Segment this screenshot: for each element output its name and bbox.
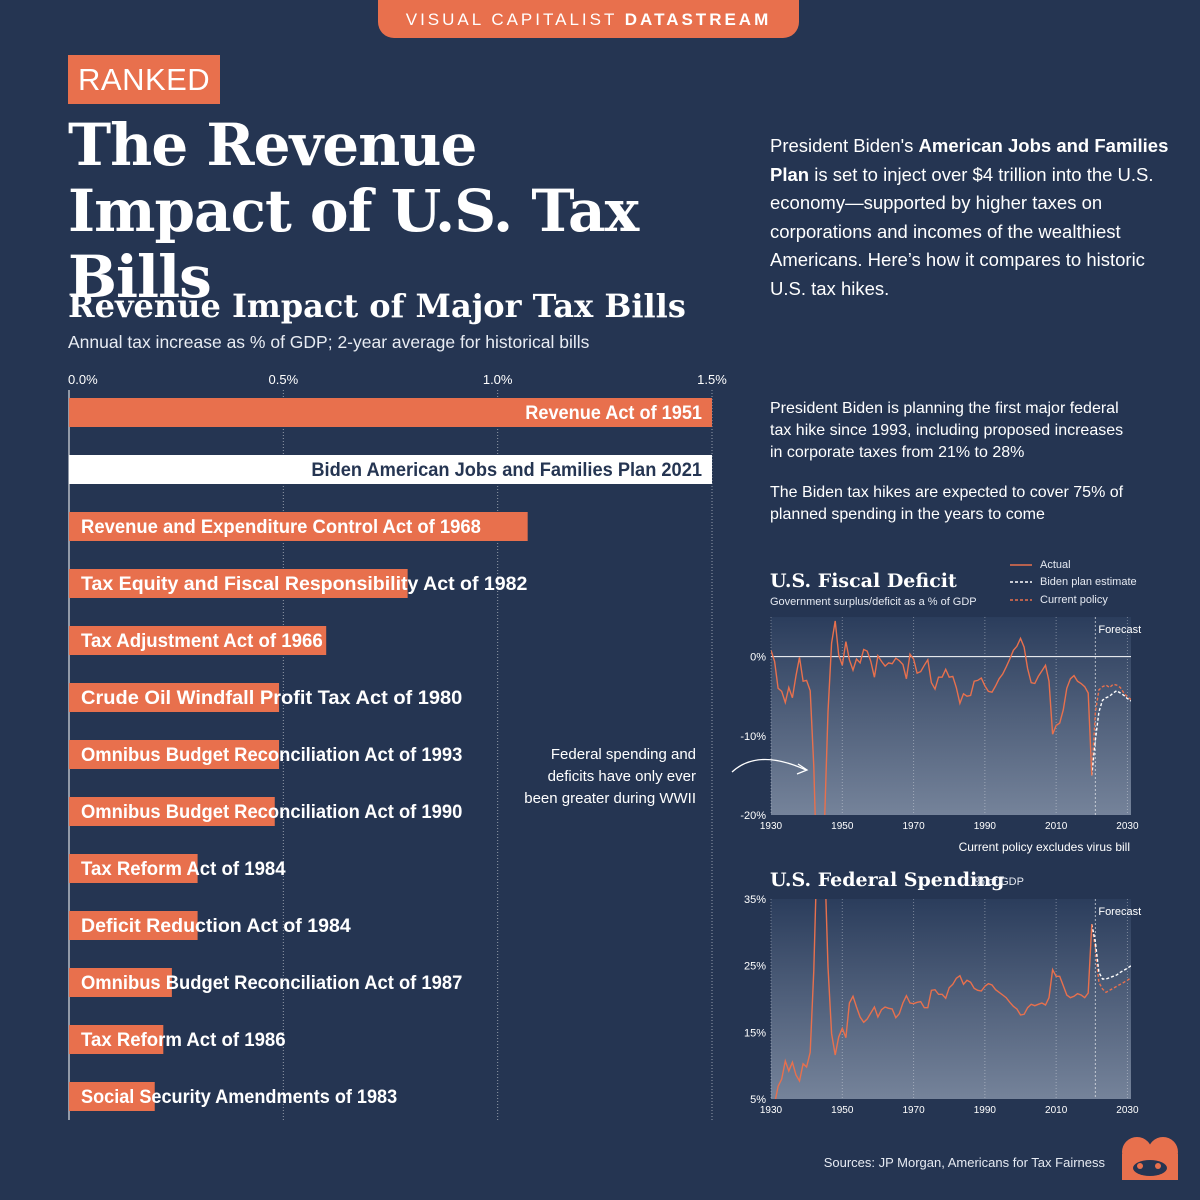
x-tick-label: 1.5%: [697, 372, 727, 387]
intro-text: President Biden's American Jobs and Fami…: [770, 132, 1170, 303]
spending-y-tick-label: 25%: [744, 961, 766, 973]
spending-plot-area: [771, 899, 1131, 1099]
bar-chart-title: Revenue Impact of Major Tax Bills: [68, 287, 686, 325]
spending-chart-group: 1930 1950 1970 1990 2010 2030 35% 25% 15% 5% Forec…: [744, 894, 1141, 1116]
annotation-arrow: [731, 758, 809, 775]
legend-biden-label: Biden plan estimate: [1040, 576, 1137, 588]
bar: [69, 569, 408, 598]
spending-x-tick-label: 1930: [760, 1105, 783, 1116]
bar-label: Omnibus Budget Reconciliation Act of 198…: [81, 973, 462, 994]
x-tick-label: 0.0%: [68, 372, 98, 387]
brand-name-bold: DATASTREAM: [624, 10, 772, 29]
spending-chart-subtitle: % of GDP: [975, 876, 1024, 888]
bar: [69, 854, 198, 883]
deficit-x-tick-label: 2030: [1116, 821, 1139, 832]
deficit-x-tick-label: 1990: [974, 821, 997, 832]
deficit-series-line: [771, 620, 1093, 815]
intro-part-2: is set to inject over $4 trillion into t…: [770, 163, 1154, 299]
deficit-chart-subtitle: Government surplus/deficit as a % of GDP: [770, 596, 977, 608]
bar-chart: 0.0% 0.5% 1.0% 1.5% Revenue Act of 1951 Biden…: [68, 372, 727, 1120]
bar: [69, 683, 280, 712]
note-first-hike: President Biden is planning the first ma…: [770, 400, 1124, 461]
spending-y-tick-label: 5%: [750, 1094, 766, 1106]
legend-actual-swatch: [1010, 564, 1032, 566]
bar-label: Tax Reform Act of 1984: [81, 859, 286, 880]
brand-name: VISUAL CAPITALIST: [405, 10, 618, 29]
spending-series-line: [774, 899, 1093, 1099]
note-coverage: The Biden tax hikes are expected to cove…: [770, 484, 1124, 523]
spending-x-tick-label: 2030: [1116, 1105, 1139, 1116]
legend-actual-label: Actual: [1040, 559, 1071, 571]
spending-series-line: [1091, 924, 1131, 980]
bar: [69, 1025, 164, 1054]
spending-forecast-label: Forecast: [1098, 906, 1141, 918]
deficit-y-tick-label: -10%: [740, 731, 766, 743]
spending-x-tick-label: 1950: [831, 1105, 854, 1116]
bar: [69, 1082, 155, 1111]
bar: [69, 911, 198, 940]
legend-current-swatch: [1010, 599, 1032, 601]
bar-chart-subtitle: Annual tax increase as % of GDP; 2-year …: [68, 332, 590, 352]
bar-label: Revenue and Expenditure Control Act of 1…: [81, 517, 481, 538]
x-tick-label: 0.5%: [269, 372, 299, 387]
deficit-y-tick-label: -20%: [740, 810, 766, 822]
spending-y-tick-label: 35%: [744, 894, 766, 906]
spending-series-line: [1091, 924, 1131, 994]
wwii-annotation: Federal spending and deficits have only …: [524, 746, 696, 807]
bar: [69, 398, 712, 427]
bar-label: Social Security Amendments of 1983: [81, 1087, 397, 1108]
intro-part-1: President Biden's: [770, 135, 919, 156]
deficit-x-tick-label: 1950: [831, 821, 854, 832]
deficit-chart-title: U.S. Fiscal Deficit: [770, 570, 957, 592]
bar: [69, 968, 172, 997]
bar: [69, 512, 528, 541]
deficit-x-tick-label: 1970: [902, 821, 925, 832]
bar: [69, 797, 275, 826]
bar-label: Omnibus Budget Reconciliation Act of 199…: [81, 802, 462, 823]
ranked-tag: RANKED: [68, 55, 221, 104]
bar-label: Tax Reform Act of 1986: [81, 1030, 286, 1051]
bar-label: Tax Adjustment Act of 1966: [81, 631, 323, 652]
visual-capitalist-logo-icon: [1122, 1137, 1178, 1180]
bar-label: Omnibus Budget Reconciliation Act of 199…: [81, 745, 462, 766]
spending-y-tick-label: 15%: [744, 1027, 766, 1039]
deficit-forecast-label: Forecast: [1098, 624, 1141, 636]
deficit-x-tick-label: 1930: [760, 821, 783, 832]
bar-label: Tax Equity and Fiscal Responsibility Act…: [81, 574, 527, 595]
sources: Sources: JP Morgan, Americans for Tax Fa…: [823, 1155, 1105, 1170]
spending-x-tick-label: 1970: [902, 1105, 925, 1116]
bar: [69, 626, 327, 655]
x-tick-label: 1.0%: [483, 372, 513, 387]
bar-label: Revenue Act of 1951: [525, 403, 702, 424]
spending-chart-title: U.S. Federal Spending: [770, 869, 1005, 891]
bar-label: Crude Oil Windfall Profit Tax Act of 198…: [81, 688, 462, 709]
legend-biden-swatch: [1010, 581, 1032, 583]
deficit-y-tick-label: 0%: [750, 652, 766, 664]
bar-label: Biden American Jobs and Families Plan 20…: [311, 460, 702, 481]
intro-bold: American Jobs and Families Plan: [770, 135, 1169, 185]
deficit-x-tick-label: 2010: [1045, 821, 1068, 832]
bar: [69, 455, 712, 484]
deficit-series-line: [1091, 683, 1131, 776]
bar: [69, 740, 280, 769]
deficit-series-line: [1091, 689, 1131, 776]
policy-footnote: Current policy excludes virus bill: [958, 840, 1130, 854]
page-title: The Revenue Impact of U.S. Tax Bills: [68, 111, 639, 311]
brand-banner: VISUAL CAPITALIST DATASTREAM: [378, 0, 799, 38]
legend-current-label: Current policy: [1040, 594, 1108, 606]
spending-x-tick-label: 2010: [1045, 1105, 1068, 1116]
deficit-chart-group: 1930 1950 1970 1990 2010 2030 0% -10% -20% Foreca…: [740, 617, 1141, 832]
bar-label: Deficit Reduction Act of 1984: [81, 916, 351, 937]
spending-x-tick-label: 1990: [974, 1105, 997, 1116]
